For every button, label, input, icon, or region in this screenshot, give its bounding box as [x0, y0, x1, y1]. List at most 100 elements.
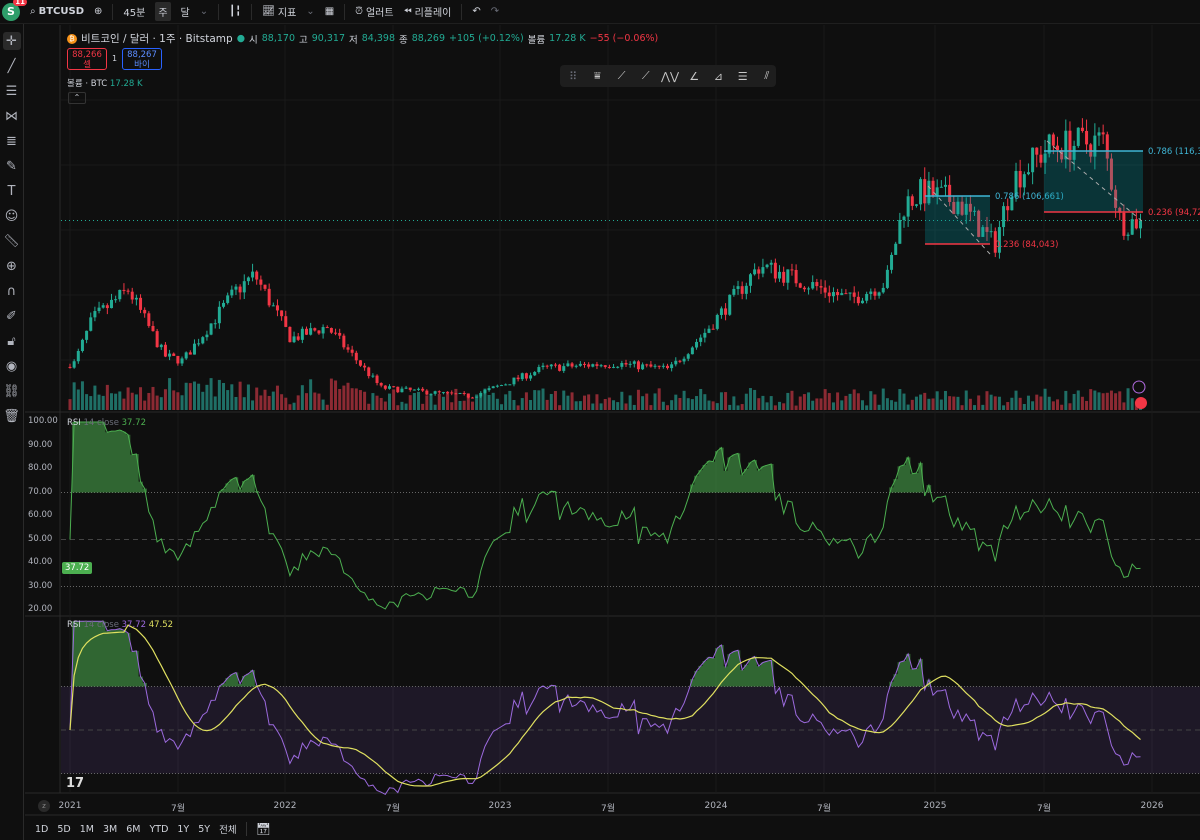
candle-body	[1105, 134, 1109, 159]
candle-body	[753, 269, 757, 275]
trendline-icon[interactable]: ╱	[7, 58, 16, 74]
range-3m[interactable]: 3M	[102, 823, 118, 835]
eye-icon[interactable]: ◉	[5, 358, 18, 374]
goto-date-icon[interactable]: 📅︎	[255, 822, 271, 836]
trendline-icon[interactable]: ⟋	[617, 69, 626, 82]
volume-bar	[118, 391, 122, 410]
time-tick: 2026	[1140, 801, 1164, 811]
bitcoin-logo-icon: ₿	[67, 33, 77, 44]
fib-retracement-icon[interactable]: ⩸	[593, 69, 601, 82]
ray-icon[interactable]: ⟋	[641, 69, 650, 82]
rsi-title: RSI	[67, 418, 81, 428]
layouts-button[interactable]: ▦	[325, 6, 334, 17]
candle-body	[943, 184, 947, 187]
volume-bar	[130, 392, 134, 410]
interval-week[interactable]: 주	[155, 2, 171, 21]
volume-bar	[703, 394, 707, 410]
candle-body	[740, 286, 744, 294]
text-icon[interactable]: T	[7, 183, 16, 199]
volume-bar	[338, 389, 342, 410]
candle-body	[562, 366, 566, 371]
candle-body	[329, 328, 333, 333]
economic-event-icon	[1135, 397, 1147, 409]
volume-bar	[981, 404, 985, 410]
candle-body	[898, 219, 902, 244]
drag-handle-icon[interactable]: ⠿	[569, 69, 578, 83]
interval-month[interactable]: 달	[180, 8, 190, 19]
volume-change: −55 (−0.06%)	[589, 33, 659, 44]
link-icon[interactable]: ⛓︎	[3, 383, 20, 399]
alert-button[interactable]: ⏰︎ 얼러트	[355, 4, 393, 19]
angle-icon[interactable]: ∠	[689, 69, 700, 83]
range-1m[interactable]: 1M	[79, 823, 94, 835]
collapse-legend-button[interactable]: ⌃	[68, 92, 86, 104]
candle-body	[566, 363, 570, 367]
volume-bar	[1105, 392, 1109, 410]
candle-body	[919, 179, 923, 205]
candle-body	[890, 254, 894, 270]
volume-bar	[209, 378, 213, 410]
lock-pencil-icon[interactable]: ✐	[6, 308, 17, 324]
magnet-icon[interactable]: ∩	[6, 283, 17, 299]
sell-button[interactable]: 88,266 셀	[67, 48, 107, 70]
volume-value: 17.28 K	[549, 33, 586, 44]
candle-type-button[interactable]: ┃╏	[229, 6, 241, 17]
candle-body	[807, 288, 811, 290]
crosshair-icon[interactable]: ✛	[2, 32, 21, 50]
timezone-button[interactable]: z	[38, 800, 50, 812]
interval-45m[interactable]: 45분	[123, 8, 146, 19]
horizontal-lines-icon[interactable]: ☰	[5, 83, 18, 99]
range-ytd[interactable]: YTD	[149, 823, 169, 835]
range-1d[interactable]: 1D	[35, 823, 49, 835]
candle-body	[612, 366, 616, 368]
candle-body	[1109, 158, 1113, 190]
chevron-down-icon[interactable]: ⌄	[199, 6, 209, 17]
fib-label-0236: 0.236 (84,043)	[995, 240, 1058, 250]
symbol-search[interactable]: ⌕ BTCUSD	[30, 6, 84, 17]
volume-bar	[906, 404, 910, 410]
rsi-axis-tick: 50.00	[28, 533, 53, 544]
redo-button[interactable]: ↷	[491, 6, 499, 17]
replay-button[interactable]: ⏪︎ 리플레이	[404, 4, 452, 19]
market-status-icon: ●	[236, 33, 245, 44]
range-5d[interactable]: 5D	[57, 823, 71, 835]
candle-body	[139, 297, 143, 310]
redo-icon: ↷	[490, 6, 500, 17]
volume-bar	[537, 390, 541, 410]
range-1y[interactable]: 1Y	[177, 823, 190, 835]
volume-bar	[952, 396, 956, 410]
zoom-in-icon[interactable]: ⊕	[6, 258, 17, 274]
range-6m[interactable]: 6M	[126, 823, 141, 835]
range-all[interactable]: 전체	[219, 825, 237, 836]
indicators-dropdown[interactable]: ⌄	[306, 6, 315, 17]
candle-body	[620, 363, 624, 367]
add-symbol-button[interactable]: ⊕	[94, 6, 102, 17]
fib-icon[interactable]: ≣	[6, 133, 17, 149]
emoji-icon[interactable]: ☺	[4, 208, 19, 224]
fib-fan-icon[interactable]: ⊿	[713, 69, 724, 83]
candle-body	[678, 360, 682, 362]
ruler-icon[interactable]: 📏︎	[3, 233, 20, 249]
lock-icon[interactable]: 🔓︎	[7, 333, 16, 349]
candle-body	[334, 332, 338, 334]
pitchfork-icon[interactable]: ⋈	[5, 108, 18, 124]
trash-icon[interactable]: 🗑︎	[3, 408, 20, 424]
volume-bar	[255, 387, 259, 410]
volume-bar	[865, 405, 869, 410]
pattern-icon[interactable]: ⋀⋁	[660, 69, 679, 83]
volume-bar	[159, 397, 163, 410]
channel-icon[interactable]: ⫽	[764, 69, 770, 82]
indicators-button[interactable]: 📈︎ 지표	[262, 4, 296, 19]
candle-body	[790, 269, 794, 271]
candle-body	[865, 293, 869, 301]
parallel-lines-icon[interactable]: ☰	[737, 69, 748, 83]
undo-button[interactable]: ↶	[472, 6, 480, 17]
brush-icon[interactable]: ✎	[6, 158, 17, 174]
volume-bar	[72, 382, 76, 410]
volume-bar	[238, 381, 242, 410]
avatar[interactable]: S 11	[2, 0, 27, 21]
buy-button[interactable]: 88,267 바이	[122, 48, 162, 70]
range-5y[interactable]: 5Y	[198, 823, 211, 835]
